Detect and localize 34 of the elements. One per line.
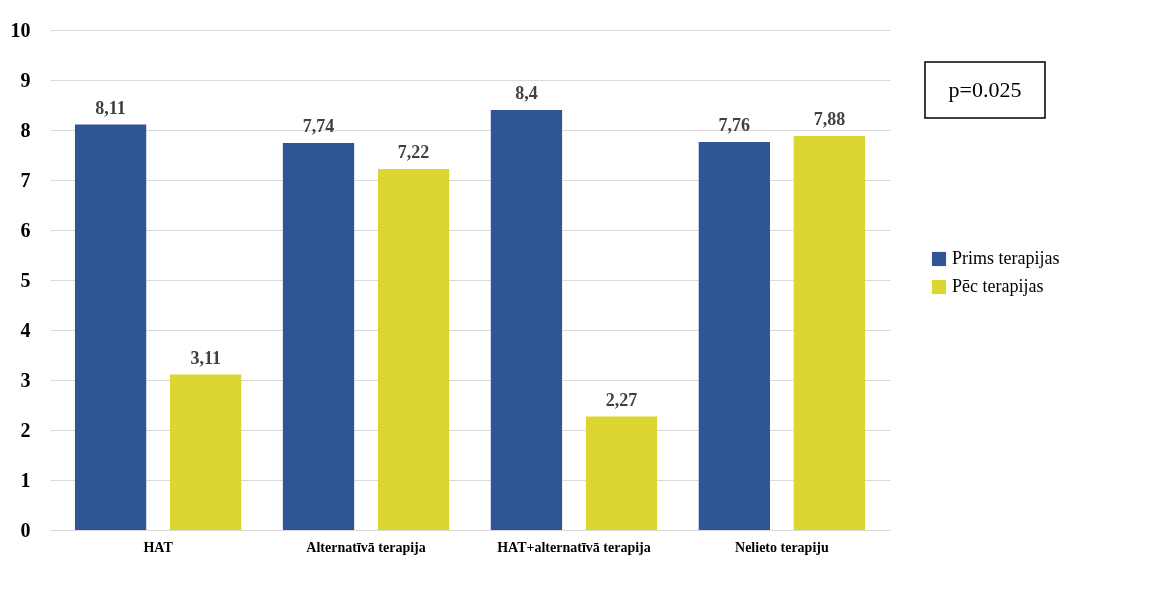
data-label: 7,76 [718,115,751,135]
legend-label: Pēc terapijas [952,276,1044,296]
y-tick-label: 4 [20,318,31,341]
text: p=0.025 [948,77,1022,102]
y-tick-label: 9 [20,68,31,91]
x-tick-label: HAT+alternatīvā terapija [497,539,651,555]
y-tick-label: 6 [20,218,31,241]
data-label: 7,74 [302,116,335,136]
y-tick-label: 3 [20,368,31,391]
y-tick-label: 7 [20,168,31,191]
y-tick-label: 1 [20,468,31,491]
data-label: 7,22 [397,142,430,162]
data-label: 2,27 [605,389,638,410]
y-tick-label: 8 [20,118,31,141]
y-tick-label: 2 [20,418,31,441]
data-label: 7,88 [813,109,846,129]
bar [793,136,866,530]
bar [490,110,563,530]
bar [282,143,355,530]
y-tick-label: 0 [20,518,31,541]
x-tick-label: Alternatīvā terapija [306,539,426,555]
x-tick-label: Nelieto terapiju [735,539,829,555]
data-label: 8,11 [95,97,126,118]
x-tick-label: HAT [143,539,174,555]
bar [377,169,450,530]
bar [698,142,770,530]
data-label: 3,11 [190,347,221,368]
y-tick-label: 5 [20,268,31,291]
bar [74,124,147,530]
bar [170,374,242,530]
y-tick-label: 10 [10,18,31,41]
bar [585,416,658,530]
data-label: 8,4 [515,83,538,103]
legend-label: Prims terapijas [952,248,1060,268]
